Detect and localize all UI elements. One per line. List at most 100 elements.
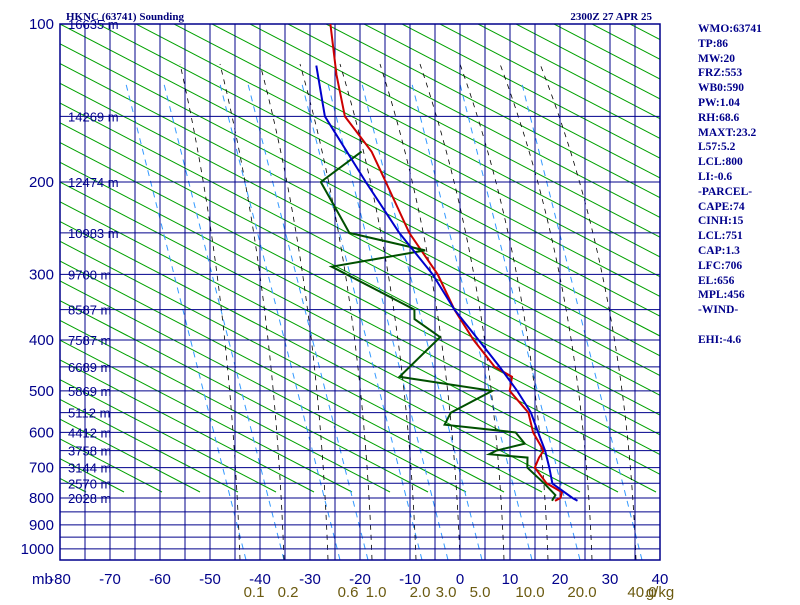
dry-adiabat-line <box>0 0 10 492</box>
mixing-ratio-line <box>125 83 247 560</box>
mixing-ratio-label: 10.0 <box>515 584 544 600</box>
index-line: L57:5.2 <box>698 141 736 154</box>
height-label: 2028 m <box>68 491 111 506</box>
mixing-ratio-label: 0.1 <box>244 584 265 600</box>
moist-adiabat-line <box>459 63 549 560</box>
index-line: EL:656 <box>698 274 735 287</box>
dry-adiabat-line <box>60 122 660 436</box>
mixing-ratio-line <box>247 83 369 560</box>
moist-adiabat-line <box>179 63 241 560</box>
pressure-tick-label: 500 <box>29 383 54 400</box>
mixing-ratio-label: 20.0 <box>567 584 596 600</box>
plot-frame <box>59 23 661 561</box>
dry-adiabat-line <box>362 24 660 179</box>
temperature-tick-label: 0 <box>456 571 464 588</box>
mixing-ratio-line <box>459 83 581 560</box>
height-label: 5869 m <box>68 384 111 399</box>
temperature-tick-label: -80 <box>49 571 71 588</box>
pressure-tick-label: 1000 <box>21 541 54 558</box>
mixing-ratio-line <box>521 83 643 560</box>
dry-adiabat-line <box>60 82 660 396</box>
index-line <box>698 318 798 333</box>
dry-adiabat-line <box>248 24 660 238</box>
temperature-tick-label: -30 <box>299 571 321 588</box>
pressure-tick-label: 200 <box>29 174 54 191</box>
height-label: 12474 m <box>68 175 119 190</box>
mixing-ratio-label: g/kg <box>646 584 674 600</box>
pressure-tick-label: 300 <box>29 266 54 283</box>
index-line: CAP:1.3 <box>698 244 740 257</box>
mixing-ratio-line <box>361 83 483 560</box>
temperature-tick-label: -60 <box>149 571 171 588</box>
moist-adiabat-line <box>419 63 505 560</box>
index-line: RH:68.6 <box>698 111 740 124</box>
height-label: 8587 m <box>68 303 111 318</box>
dry-adiabat-line <box>60 221 581 493</box>
dry-adiabat-line <box>400 24 660 159</box>
pressure-tick-label: 800 <box>29 490 54 507</box>
mixing-ratio-label: 2.0 <box>410 584 431 600</box>
dry-adiabat-line <box>60 62 660 377</box>
dry-adiabat-line <box>60 240 543 493</box>
dry-adiabat-line <box>0 0 48 492</box>
dry-adiabat-line <box>60 379 277 493</box>
index-line: FRZ:553 <box>698 67 743 80</box>
temperature-tick-label: 30 <box>602 571 619 588</box>
dry-adiabat-line <box>172 24 660 278</box>
moist-adiabat-line <box>259 63 329 560</box>
temperature-tick-label: -20 <box>349 571 371 588</box>
dry-adiabat-line <box>60 300 429 493</box>
moist-adiabat-line <box>219 63 285 560</box>
mixing-ratio-label: 5.0 <box>470 584 491 600</box>
valid-time: 2300Z 27 APR 25 <box>570 11 652 23</box>
index-line: LI:-0.6 <box>698 170 733 183</box>
x-unit-label: mb <box>32 571 53 588</box>
mixing-ratio-lines <box>125 83 643 560</box>
index-line: WB0:590 <box>698 82 744 95</box>
temperature-profile-line <box>329 24 564 502</box>
height-label: 5112 m <box>68 406 110 421</box>
pressure-tick-label: 900 <box>29 517 54 534</box>
dry-adiabat-line <box>60 359 315 493</box>
temperature-tick-label: -70 <box>99 571 121 588</box>
moist-adiabat-line <box>539 63 637 560</box>
height-label: 10983 m <box>68 226 119 241</box>
index-line: TP:86 <box>698 37 729 50</box>
pressure-tick-label: 600 <box>29 424 54 441</box>
height-label: 4412 m <box>68 425 111 440</box>
dry-adiabat-line <box>60 161 660 475</box>
pressure-tick-label: 100 <box>29 16 54 33</box>
index-line: MAXT:23.2 <box>698 126 757 139</box>
pressure-tick-label: 400 <box>29 332 54 349</box>
index-line: -PARCEL- <box>698 185 753 198</box>
temperature-tick-label: 40 <box>652 571 669 588</box>
height-label: 7587 m <box>68 333 111 348</box>
moist-adiabat-line <box>299 63 373 560</box>
index-line: MW:20 <box>698 52 736 65</box>
height-label: 3758 m <box>68 444 111 459</box>
temperature-tick-label: 20 <box>552 571 569 588</box>
dry-adiabat-line <box>324 24 660 199</box>
index-line: LCL:751 <box>698 230 743 243</box>
dry-adiabats <box>0 0 660 493</box>
index-line: PW:1.04 <box>698 96 740 109</box>
mixing-ratio-label: 0.2 <box>278 584 299 600</box>
temperature-tick-label: -40 <box>249 571 271 588</box>
mixing-ratio-line <box>411 83 533 560</box>
pressure-tick-label: 700 <box>29 460 54 477</box>
dry-adiabat-line <box>60 181 657 493</box>
index-line: MPL:456 <box>698 289 745 302</box>
dry-adiabat-line <box>60 319 391 493</box>
moist-adiabat-line <box>379 63 461 560</box>
height-label: 16635 m <box>68 17 119 32</box>
mixing-ratio-label: 40.0 <box>627 584 656 600</box>
dry-adiabat-line <box>96 24 660 317</box>
indices-panel: WMO:63741 TP:86 MW:20 FRZ:553 WB0:590 PW:1.04… <box>698 22 798 348</box>
dry-adiabat-line <box>60 141 660 456</box>
sounding-profiles <box>315 24 578 502</box>
mixing-ratio-line <box>219 83 341 560</box>
moist-adiabat-line <box>499 63 593 560</box>
parcel-profile-line <box>315 65 578 502</box>
